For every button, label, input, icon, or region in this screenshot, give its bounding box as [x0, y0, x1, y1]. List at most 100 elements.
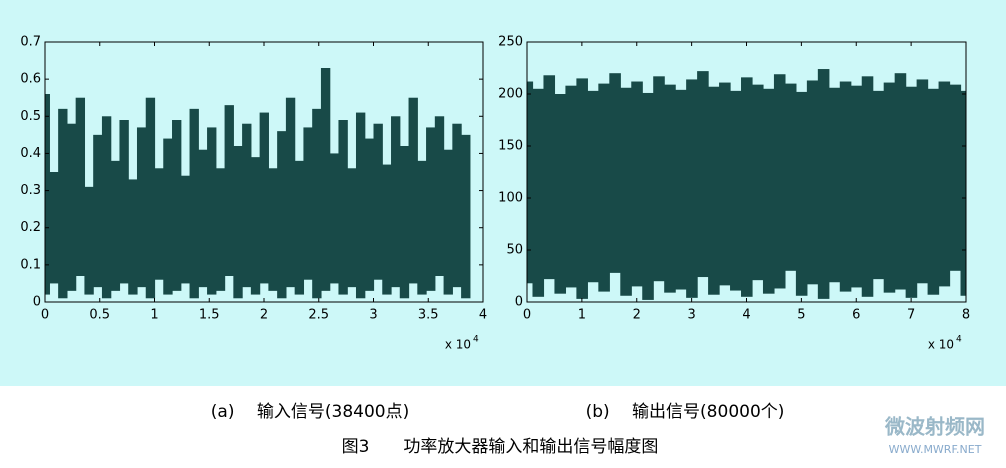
- x-tick-label: 0: [41, 308, 49, 323]
- signal-column: [93, 134, 103, 288]
- x-tick-label: 7: [907, 308, 915, 323]
- signal-column: [408, 97, 418, 284]
- signal-column: [294, 160, 305, 295]
- signal-column: [527, 81, 534, 284]
- x-multiplier: x 10: [928, 338, 954, 352]
- y-tick-label: 0.4: [20, 146, 41, 161]
- signal-column: [391, 116, 401, 288]
- signal-column: [224, 105, 234, 277]
- signal-column: [373, 123, 383, 280]
- signal-column: [399, 146, 410, 299]
- signal-column: [795, 91, 808, 296]
- signal-column: [916, 79, 929, 284]
- x-multiplier: x 10: [445, 338, 471, 352]
- signal-column: [817, 69, 830, 299]
- y-tick-label: 100: [498, 191, 523, 206]
- signal-column: [730, 90, 742, 291]
- signal-column: [49, 172, 59, 284]
- watermark-url: WWW.MWRF.NET: [889, 443, 982, 456]
- signal-column: [960, 90, 966, 296]
- signal-column: [861, 76, 874, 297]
- signal-column: [277, 131, 287, 299]
- signal-column: [927, 88, 940, 295]
- y-tick-label: 0.3: [20, 183, 41, 198]
- x-multiplier-exponent: 4: [956, 335, 962, 345]
- x-tick-label: 1.5: [199, 308, 220, 323]
- signal-column: [426, 127, 436, 291]
- signal-column: [285, 97, 296, 288]
- signal-column: [949, 84, 962, 271]
- y-tick-label: 0.2: [20, 220, 41, 235]
- signal-column: [259, 112, 269, 284]
- signal-column: [719, 82, 731, 286]
- signal-column: [172, 120, 182, 291]
- signal-column: [532, 88, 545, 297]
- signal-column: [598, 83, 610, 292]
- signal-column: [101, 116, 112, 299]
- signal-column: [751, 84, 764, 281]
- signal-column: [631, 81, 643, 287]
- x-tick-label: 3: [369, 308, 377, 323]
- signal-column: [180, 175, 191, 284]
- signal-column: [784, 83, 797, 271]
- x-tick-label: 2.5: [308, 308, 329, 323]
- signal-column: [58, 108, 68, 299]
- caption-b: (b) 输出信号(80000个): [586, 402, 785, 422]
- signal-column: [443, 149, 453, 295]
- y-tick-label: 250: [498, 35, 523, 50]
- signal-column: [434, 116, 445, 277]
- x-tick-label: 3: [687, 308, 695, 323]
- signal-column: [215, 168, 226, 291]
- y-tick-label: 50: [506, 243, 523, 258]
- signal-column: [75, 97, 86, 276]
- signal-column: [543, 75, 556, 280]
- signal-column: [653, 76, 665, 282]
- signal-column: [452, 123, 462, 288]
- signal-column: [338, 120, 348, 295]
- signal-column: [45, 94, 50, 295]
- signal-column: [119, 120, 129, 284]
- signal-column: [609, 73, 621, 273]
- signal-column: [128, 179, 138, 295]
- signal-column: [938, 81, 951, 287]
- signal-column: [347, 168, 357, 288]
- y-tick-label: 150: [498, 139, 523, 154]
- signal-column: [355, 112, 366, 299]
- signal-column: [198, 149, 208, 288]
- x-tick-label: 6: [852, 308, 860, 323]
- y-tick-label: 0: [33, 295, 41, 310]
- signal-column: [587, 90, 599, 283]
- y-tick-label: 0.7: [20, 35, 41, 50]
- x-tick-label: 1: [150, 308, 158, 323]
- signal-column: [806, 80, 819, 285]
- signal-column: [84, 186, 94, 295]
- x-tick-label: 4: [742, 308, 750, 323]
- signal-column: [565, 85, 577, 288]
- signal-column: [268, 168, 278, 291]
- signal-column: [872, 90, 885, 280]
- signal-column: [554, 94, 567, 294]
- signal-column: [741, 77, 753, 297]
- x-tick-label: 5: [797, 308, 805, 323]
- signal-column: [145, 97, 156, 299]
- x-tick-label: 3.5: [418, 308, 439, 323]
- signal-column: [382, 164, 392, 295]
- signal-column: [883, 82, 896, 293]
- y-tick-label: 0: [515, 295, 523, 310]
- signal-column: [762, 88, 775, 294]
- y-tick-label: 200: [498, 87, 523, 102]
- signal-column: [364, 138, 375, 291]
- signal-column: [163, 138, 173, 295]
- signal-column: [329, 153, 340, 284]
- signal-column: [828, 87, 841, 283]
- signal-column: [250, 157, 261, 295]
- signal-column: [664, 84, 676, 293]
- caption-a: (a) 输入信号(38400点): [211, 402, 409, 422]
- signal-column: [620, 87, 632, 296]
- signal-column: [642, 92, 654, 300]
- figure-caption: 图3 功率放大器输入和输出信号幅度图: [342, 437, 659, 457]
- signal-column: [697, 71, 709, 278]
- signal-column: [894, 73, 907, 290]
- signal-column: [417, 160, 427, 295]
